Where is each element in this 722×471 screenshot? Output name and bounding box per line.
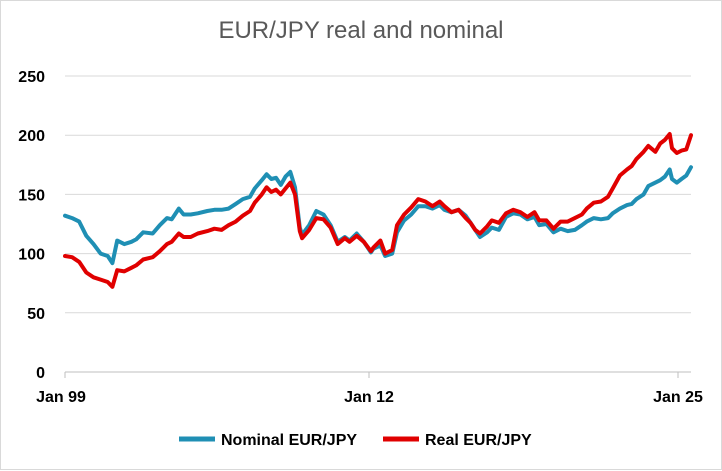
y-tick-label: 0 [36, 365, 45, 382]
grid-layer [65, 75, 691, 314]
y-tick-label: 150 [18, 187, 45, 204]
series-layer [63, 132, 693, 289]
chart-title: EUR/JPY real and nominal [218, 17, 504, 44]
series-line-real [63, 132, 693, 289]
y-tick-label: 250 [18, 69, 45, 86]
x-tick-label: Jan 25 [653, 389, 703, 406]
y-tick-label: 100 [18, 247, 45, 264]
legend-label-nominal: Nominal EUR/JPY [221, 432, 357, 449]
legend-label-real: Real EUR/JPY [425, 432, 532, 449]
x-tick-label: Jan 12 [344, 389, 394, 406]
axis-layer: 0 50 100 150 200 250 Jan 99 Jan 12 Jan 25 [18, 69, 703, 406]
y-tick-label: 200 [18, 128, 45, 145]
legend: Nominal EUR/JPY Real EUR/JPY [179, 432, 532, 449]
series-line-nominal [63, 165, 693, 266]
x-tick-label: Jan 99 [36, 389, 86, 406]
y-tick-label: 50 [27, 306, 45, 323]
